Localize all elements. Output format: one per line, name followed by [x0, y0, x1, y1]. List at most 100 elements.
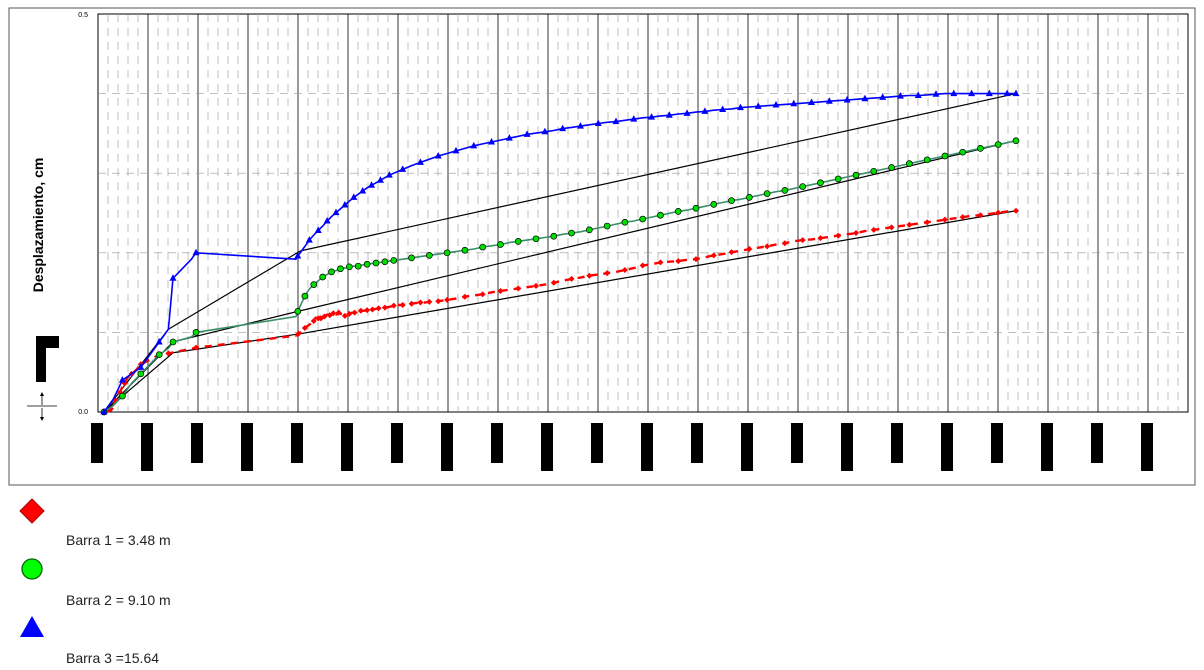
x-tick-glyph: [741, 423, 753, 471]
data-point: [497, 288, 504, 295]
data-point: [470, 141, 478, 149]
data-point: [701, 107, 709, 114]
data-point: [977, 145, 984, 152]
data-point: [896, 92, 904, 99]
x-tick-glyph: [891, 423, 903, 463]
data-point: [710, 252, 717, 259]
data-point: [888, 164, 895, 171]
data-point: [568, 229, 575, 237]
data-point: [790, 99, 798, 107]
x-tick-glyph: [591, 423, 603, 463]
data-point: [332, 208, 340, 216]
data-point: [100, 408, 108, 415]
data-point: [479, 243, 487, 251]
data-point: [381, 258, 389, 266]
data-point: [337, 265, 344, 273]
data-point: [559, 124, 567, 132]
data-point: [376, 176, 384, 183]
data-point: [335, 309, 342, 316]
data-point: [314, 226, 322, 234]
data-point: [950, 89, 958, 97]
data-point: [586, 272, 593, 279]
legend-label-barra-3: Barra 3 =15.64: [66, 650, 160, 666]
data-point: [399, 302, 406, 309]
data-point: [674, 208, 682, 215]
data-point: [923, 156, 931, 164]
data-point: [888, 224, 895, 231]
data-point: [719, 105, 727, 113]
legend-marker-diamond: [18, 497, 46, 530]
data-point: [118, 376, 126, 383]
data-point: [905, 160, 913, 167]
data-point: [461, 246, 469, 254]
data-point: [390, 302, 397, 309]
data-point: [817, 179, 824, 187]
data-point: [799, 183, 807, 190]
data-point: [301, 324, 308, 331]
data-point: [435, 298, 442, 305]
fit-line-segment: [300, 210, 1017, 335]
data-point: [385, 171, 393, 178]
data-point: [294, 251, 302, 259]
data-point: [985, 89, 993, 97]
data-point: [426, 298, 433, 305]
y-axis-title: Desplazamiento, cm: [30, 158, 46, 293]
data-point: [354, 262, 362, 270]
data-point: [390, 257, 398, 264]
data-point: [155, 351, 163, 359]
data-point: [870, 226, 877, 233]
data-point: [372, 259, 380, 267]
data-point: [568, 275, 575, 282]
data-point: [736, 103, 744, 111]
data-point: [444, 296, 451, 303]
data-point: [603, 222, 611, 230]
data-point: [1012, 137, 1020, 145]
data-point: [408, 300, 415, 307]
data-point: [341, 312, 348, 319]
data-point: [452, 146, 460, 154]
data-point: [906, 221, 913, 228]
data-point: [381, 304, 388, 311]
data-point: [1013, 207, 1019, 214]
x-tick-glyph: [91, 423, 103, 463]
data-point: [193, 344, 199, 351]
x-tick-glyph: [941, 423, 953, 471]
data-point: [728, 197, 735, 204]
data-point: [137, 370, 145, 378]
fit-line-segment: [300, 93, 1017, 252]
data-point: [169, 338, 177, 346]
data-point: [764, 243, 771, 250]
data-point: [959, 214, 966, 221]
data-point: [119, 392, 126, 400]
data-point: [639, 262, 646, 269]
data-point: [369, 306, 376, 313]
data-point: [781, 187, 789, 194]
data-point: [408, 254, 415, 262]
data-point: [541, 127, 549, 135]
data-point: [914, 91, 922, 99]
data-point: [924, 219, 931, 226]
data-point: [825, 97, 833, 104]
axis-unit-glyph: [27, 336, 59, 421]
data-point: [346, 310, 353, 317]
x-tick-glyph: [241, 423, 253, 471]
data-point: [330, 310, 337, 317]
grid-lines: [97, 14, 1188, 412]
data-point: [585, 226, 593, 234]
data-point: [1003, 89, 1011, 97]
x-tick-glyph: [191, 423, 203, 463]
legend-marker-triangle: [18, 613, 46, 646]
data-point: [648, 113, 656, 120]
data-point: [523, 130, 531, 137]
data-point: [169, 274, 177, 281]
data-point: [754, 102, 762, 109]
data-point: [295, 330, 302, 337]
data-point: [443, 249, 451, 257]
data-point: [968, 89, 976, 97]
data-point: [137, 363, 145, 370]
data-point: [959, 148, 967, 156]
data-point: [665, 111, 673, 118]
data-point: [310, 281, 318, 288]
data-point: [683, 109, 691, 116]
